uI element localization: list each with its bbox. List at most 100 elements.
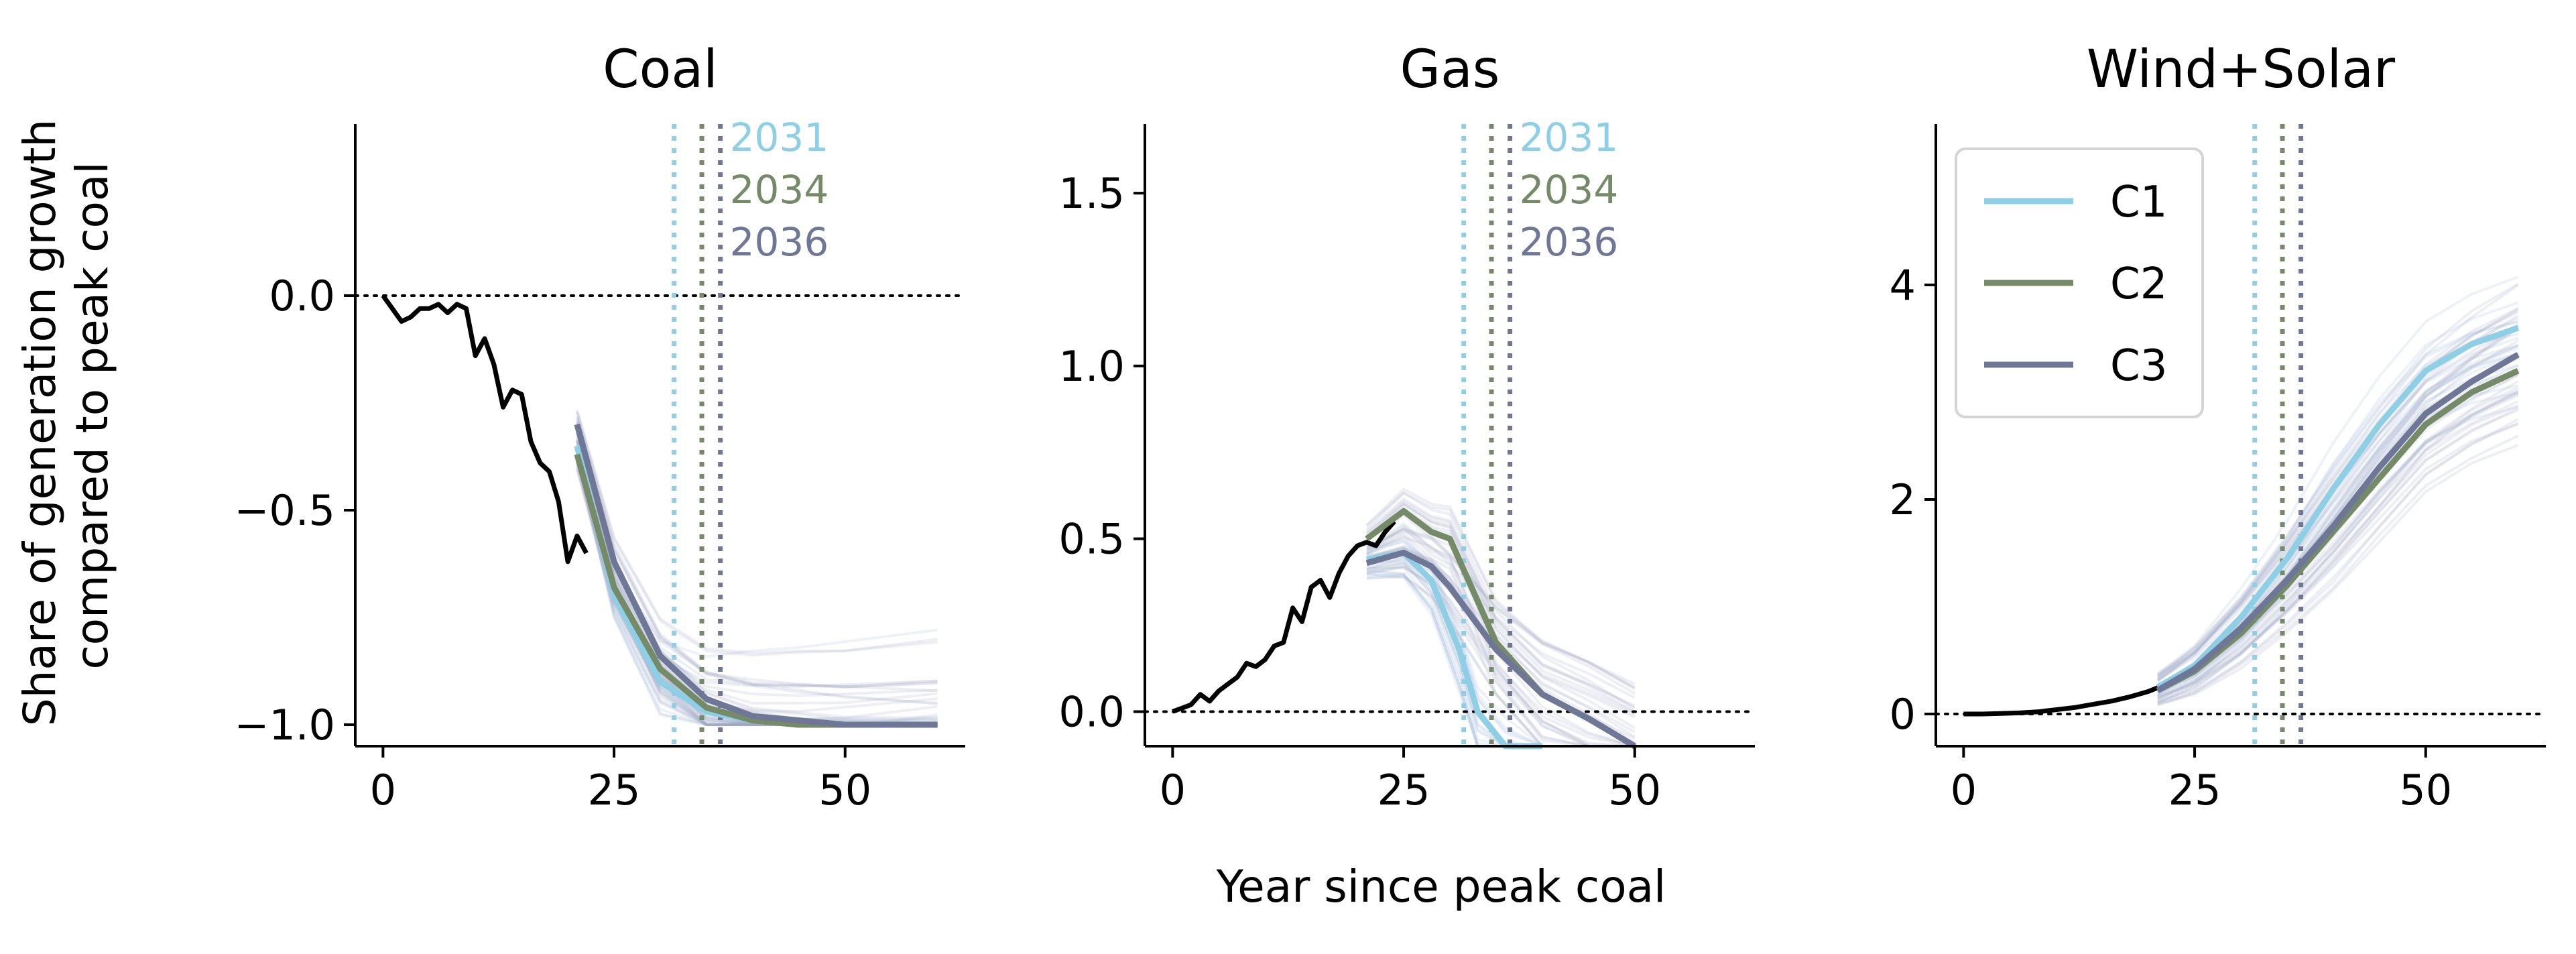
ensemble-line — [2156, 320, 2519, 678]
ensemble-line — [1365, 502, 1636, 707]
panel-coal: 2031 2034 2036 0 25 50 0.0 −0.5 −1.0 Coal — [234, 40, 967, 815]
legend-box — [1955, 147, 2204, 418]
x-tick-label: 50 — [818, 766, 871, 815]
y-axis-label-line-1: Share of generation growth — [14, 119, 66, 727]
ensemble-line — [1366, 527, 1636, 691]
series-line-c3 — [1365, 549, 1637, 749]
ensemble-line — [2157, 346, 2519, 701]
legend-label-c1: C1 — [2110, 178, 2167, 227]
ensemble-line — [2156, 320, 2519, 675]
ensemble-line — [2157, 422, 2519, 698]
year-marker-label: 2034 — [730, 167, 829, 213]
ensemble-line — [2157, 434, 2519, 706]
ensemble-line — [1366, 539, 1544, 748]
y-tick-label: 0 — [1890, 690, 1916, 739]
ensemble-line — [2157, 380, 2519, 701]
ensemble-line — [2157, 406, 2519, 701]
ensemble-line — [1366, 538, 1543, 748]
ensemble-line — [2157, 404, 2519, 697]
historical-line — [1172, 520, 1396, 714]
ensemble-line — [1366, 565, 1635, 748]
x-tick-label: 0 — [1951, 766, 1977, 815]
panel-title: Wind+Solar — [2087, 40, 2396, 100]
ensemble-line — [2157, 344, 2519, 698]
ensemble-line — [1365, 526, 1635, 748]
ensemble-line — [2157, 386, 2519, 699]
ensemble-line — [2156, 344, 2519, 682]
ensemble-lines — [2156, 276, 2519, 707]
ensemble-line — [2156, 282, 2519, 678]
ensemble-line — [1366, 564, 1635, 748]
panel-gas: 2031 2034 2036 0 25 50 0.0 0.5 1.0 1.5 Gas — [1058, 40, 1756, 815]
year-marker-label: 2031 — [730, 115, 829, 160]
ensemble-line — [1366, 548, 1636, 716]
ensemble-line — [2156, 301, 2519, 681]
y-tick-label: 0.5 — [1058, 515, 1125, 564]
x-tick-label: 50 — [2399, 766, 2452, 815]
y-axis-label: Share of generation growth compared to p… — [14, 105, 118, 727]
x-tick-label: 0 — [1160, 766, 1186, 815]
x-tick-label: 25 — [1377, 766, 1430, 815]
ensemble-line — [1365, 532, 1635, 748]
ensemble-line — [1365, 524, 1636, 748]
y-axis-label-line-2: compared to peak coal — [66, 162, 118, 669]
historical-line — [381, 294, 589, 564]
historical-line — [1963, 677, 2177, 717]
ensemble-line — [2157, 406, 2519, 703]
panel-title: Coal — [603, 40, 718, 100]
legend: C1 C2 C3 — [1955, 147, 2204, 418]
y-tick-label: −1.0 — [234, 701, 335, 750]
ensemble-line — [1365, 491, 1636, 711]
ensemble-line — [2157, 418, 2519, 707]
ensemble-line — [1365, 503, 1636, 714]
ensemble-line — [2157, 444, 2519, 706]
y-tick-label: 1.0 — [1058, 342, 1125, 391]
ensemble-line — [1366, 562, 1636, 748]
year-marker-label: 2031 — [1520, 115, 1619, 160]
panel-title: Gas — [1400, 40, 1500, 100]
y-tick-label: 1.5 — [1058, 169, 1125, 218]
year-marker-label: 2034 — [1520, 167, 1619, 213]
year-marker-label: 2036 — [730, 219, 829, 265]
series-line-c3 — [2156, 352, 2520, 693]
ensemble-line — [1366, 565, 1635, 748]
y-tick-label: 2 — [1890, 475, 1916, 524]
ensemble-line — [575, 418, 938, 689]
ensemble-line — [2157, 388, 2519, 704]
x-tick-label: 50 — [1608, 766, 1661, 815]
series-line-c3 — [574, 423, 938, 728]
ensemble-line — [1366, 528, 1636, 695]
ensemble-line — [2156, 276, 2519, 675]
ensemble-line — [1365, 491, 1636, 686]
ensemble-line — [2157, 390, 2519, 705]
x-tick-label: 0 — [370, 766, 396, 815]
ensemble-line — [2157, 422, 2519, 705]
x-tick-label: 25 — [588, 766, 641, 815]
ensemble-line — [1366, 546, 1543, 748]
year-marker-label: 2036 — [1520, 219, 1619, 265]
ensemble-line — [2156, 310, 2519, 678]
legend-label-c3: C3 — [2110, 341, 2167, 391]
ensemble-line — [2157, 400, 2519, 694]
x-tick-label: 25 — [2168, 766, 2221, 815]
panels: 2031 2034 2036 0 25 50 0.0 −0.5 −1.0 Coal 2031 2034… — [234, 40, 2547, 815]
ensemble-line — [1365, 497, 1636, 713]
ensemble-line — [2157, 408, 2519, 699]
ensemble-line — [575, 416, 938, 689]
ensemble-lines — [575, 410, 938, 726]
y-tick-label: 0.0 — [1058, 687, 1125, 736]
ensemble-line — [575, 448, 938, 697]
y-tick-label: −0.5 — [234, 486, 335, 535]
ensemble-line — [1365, 526, 1635, 748]
ensemble-line — [575, 430, 938, 705]
ensemble-line — [1365, 487, 1636, 689]
x-axis-label: Year since peak coal — [1216, 861, 1666, 912]
ensemble-line — [575, 412, 938, 657]
ensemble-line — [1366, 530, 1636, 689]
ensemble-line — [2156, 307, 2519, 676]
ensemble-line — [1366, 544, 1636, 738]
ensemble-line — [1365, 522, 1635, 748]
ensemble-line — [575, 410, 938, 655]
ensemble-line — [1365, 501, 1636, 729]
